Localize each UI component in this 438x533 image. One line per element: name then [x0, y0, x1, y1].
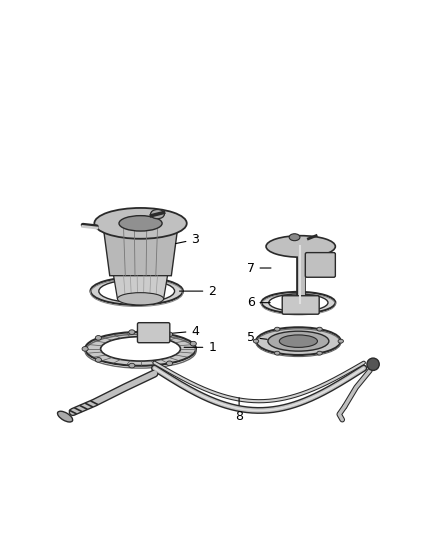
Ellipse shape [95, 358, 102, 362]
Ellipse shape [338, 339, 343, 343]
Ellipse shape [151, 209, 164, 219]
Ellipse shape [129, 364, 135, 368]
Ellipse shape [82, 346, 88, 351]
Text: 1: 1 [184, 341, 216, 354]
Polygon shape [113, 276, 167, 299]
Ellipse shape [91, 277, 183, 305]
Text: 7: 7 [247, 262, 271, 274]
FancyBboxPatch shape [138, 322, 170, 343]
FancyBboxPatch shape [282, 296, 319, 314]
Ellipse shape [317, 351, 322, 355]
Text: 4: 4 [173, 325, 199, 337]
Ellipse shape [266, 236, 336, 257]
Text: 5: 5 [247, 331, 267, 344]
Ellipse shape [94, 208, 187, 239]
Ellipse shape [166, 361, 173, 366]
Text: 3: 3 [176, 233, 199, 246]
Ellipse shape [99, 280, 175, 302]
Polygon shape [103, 230, 177, 276]
Ellipse shape [57, 411, 73, 422]
Ellipse shape [166, 332, 173, 337]
Ellipse shape [101, 337, 180, 361]
Text: 2: 2 [180, 285, 216, 297]
Ellipse shape [367, 358, 379, 370]
Ellipse shape [119, 216, 162, 231]
Ellipse shape [261, 292, 336, 313]
Ellipse shape [317, 327, 322, 331]
Ellipse shape [279, 335, 318, 348]
FancyBboxPatch shape [305, 253, 336, 277]
Ellipse shape [95, 336, 102, 340]
Ellipse shape [117, 293, 164, 305]
Ellipse shape [289, 234, 300, 241]
Ellipse shape [275, 351, 280, 355]
Ellipse shape [253, 339, 259, 343]
Ellipse shape [129, 330, 135, 334]
Ellipse shape [275, 327, 280, 331]
Ellipse shape [256, 327, 341, 355]
Ellipse shape [269, 294, 328, 311]
Text: 6: 6 [247, 296, 270, 309]
Ellipse shape [268, 331, 329, 351]
Text: 8: 8 [235, 398, 243, 423]
Ellipse shape [190, 341, 196, 346]
Ellipse shape [85, 332, 196, 366]
